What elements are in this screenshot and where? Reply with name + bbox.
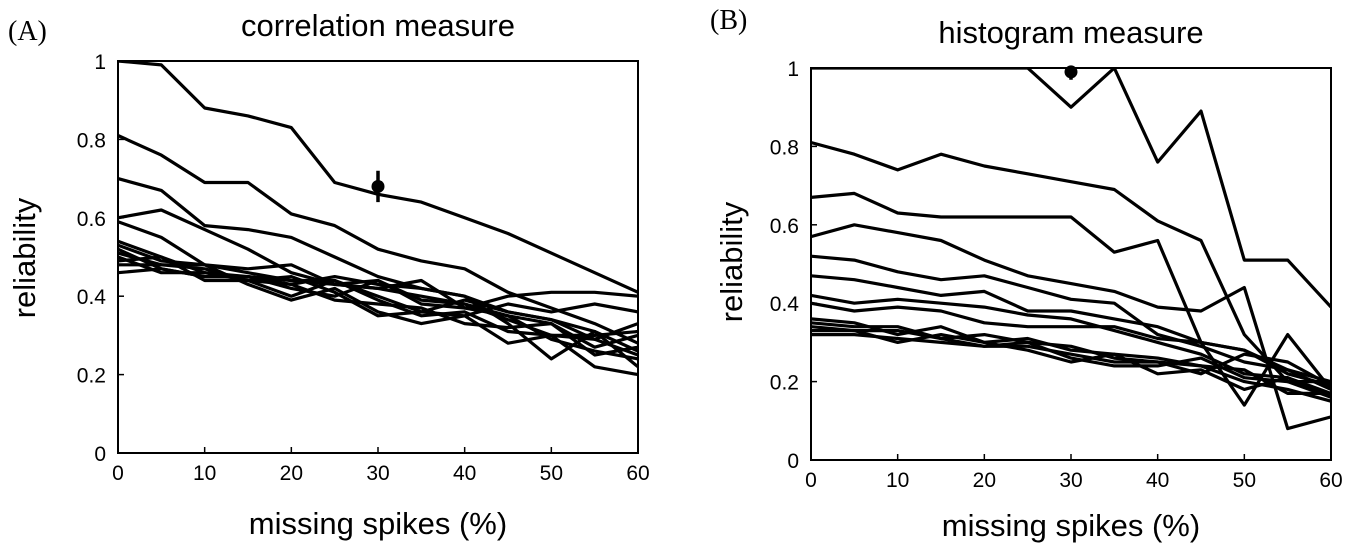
panel-a-series-line-13 <box>118 267 638 337</box>
panel-b-y-axis-label: reliability <box>714 201 749 322</box>
panel-b-series-line-9 <box>811 317 1331 395</box>
panel-b-y-tick-label: 0.2 <box>770 372 799 395</box>
panel-a-series-line-11 <box>118 255 638 318</box>
panel-a-y-tick-label: 1 <box>94 51 106 74</box>
panel-b-y-tick-label: 0.6 <box>770 215 799 238</box>
panel-b-y-tick-label: 0 <box>787 450 799 473</box>
panel-b-series-line-2 <box>811 140 1331 399</box>
panel-a-y-tick-label: 0.8 <box>77 129 106 152</box>
panel-b-histogram-chart: (B) histogram measure reliability missin… <box>710 5 1343 543</box>
panel-b-series-line-8 <box>811 301 1331 388</box>
panel-b-series-line-5 <box>811 254 1331 384</box>
panel-a-plot-frame <box>117 60 639 454</box>
panel-b-letter: (B) <box>710 5 747 36</box>
panel-b-series-line-12 <box>811 329 1331 399</box>
panel-a-y-ticks: 0 0.2 0.4 0.6 0.8 1 <box>77 51 124 466</box>
panel-b-x-tick-label: 40 <box>1146 469 1169 492</box>
panel-a-y-tick-label: 0.6 <box>77 208 106 231</box>
panel-a-marker-group <box>371 170 385 203</box>
panel-b-series-line-7 <box>811 293 1331 395</box>
panel-a-series-lines <box>118 61 638 377</box>
panel-a-series-line-2 <box>118 134 638 345</box>
panel-b-x-ticks: 0 10 20 30 40 50 60 <box>805 454 1343 492</box>
panel-b-x-tick-label: 50 <box>1233 469 1256 492</box>
panel-b-x-tick-label: 30 <box>1059 469 1082 492</box>
panel-a-marker-point <box>371 179 385 193</box>
panel-a-x-tick-label: 30 <box>366 462 389 485</box>
panel-b-series-line-3 <box>811 191 1331 407</box>
panel-a-x-tick-label: 40 <box>453 462 476 485</box>
panel-a-y-tick-label: 0.4 <box>77 286 107 309</box>
panel-b-y-tick-label: 1 <box>787 58 799 81</box>
panel-b-x-tick-label: 0 <box>805 469 817 492</box>
panel-a-x-tick-label: 10 <box>193 462 216 485</box>
panel-b-series-line-10 <box>811 321 1331 387</box>
panel-a-title: correlation measure <box>241 8 515 43</box>
panel-b-y-ticks: 0 0.2 0.4 0.6 0.8 1 <box>770 58 817 473</box>
panel-b-series-line-11 <box>811 325 1331 384</box>
panel-b-x-tick-label: 60 <box>1319 469 1342 492</box>
panel-a-y-tick-label: 0 <box>94 443 106 466</box>
panel-b-title: histogram measure <box>938 15 1203 50</box>
panel-b-series-line-4 <box>811 223 1331 431</box>
panel-a-series-line-10 <box>118 255 638 357</box>
panel-a-x-axis-label: missing spikes (%) <box>249 506 507 541</box>
panel-a-y-axis-label: reliability <box>7 197 42 318</box>
panel-a-x-tick-label: 20 <box>280 462 303 485</box>
panel-a-letter: (A) <box>8 16 47 47</box>
panel-a-series-line-5 <box>118 220 638 361</box>
panel-a-x-tick-label: 0 <box>112 462 124 485</box>
panel-b-series-line-1 <box>811 68 1331 309</box>
panel-a-x-tick-label: 50 <box>540 462 563 485</box>
panel-b-x-tick-label: 20 <box>973 469 996 492</box>
panel-a-y-tick-label: 0.2 <box>77 365 106 388</box>
panel-a-correlation-chart: (A) correlation measure reliability miss… <box>7 8 650 541</box>
panel-b-x-axis-label: missing spikes (%) <box>942 508 1200 543</box>
panel-b-x-tick-label: 10 <box>886 469 909 492</box>
panel-b-series-line-13 <box>811 333 1331 403</box>
panel-b-series-lines <box>811 68 1331 431</box>
panel-b-y-tick-label: 0.8 <box>770 136 799 159</box>
panel-b-plot-frame <box>810 67 1332 461</box>
panel-a-x-ticks: 0 10 20 30 40 50 60 <box>112 447 650 485</box>
panel-a-x-tick-label: 60 <box>626 462 649 485</box>
panel-b-y-tick-label: 0.4 <box>770 293 800 316</box>
